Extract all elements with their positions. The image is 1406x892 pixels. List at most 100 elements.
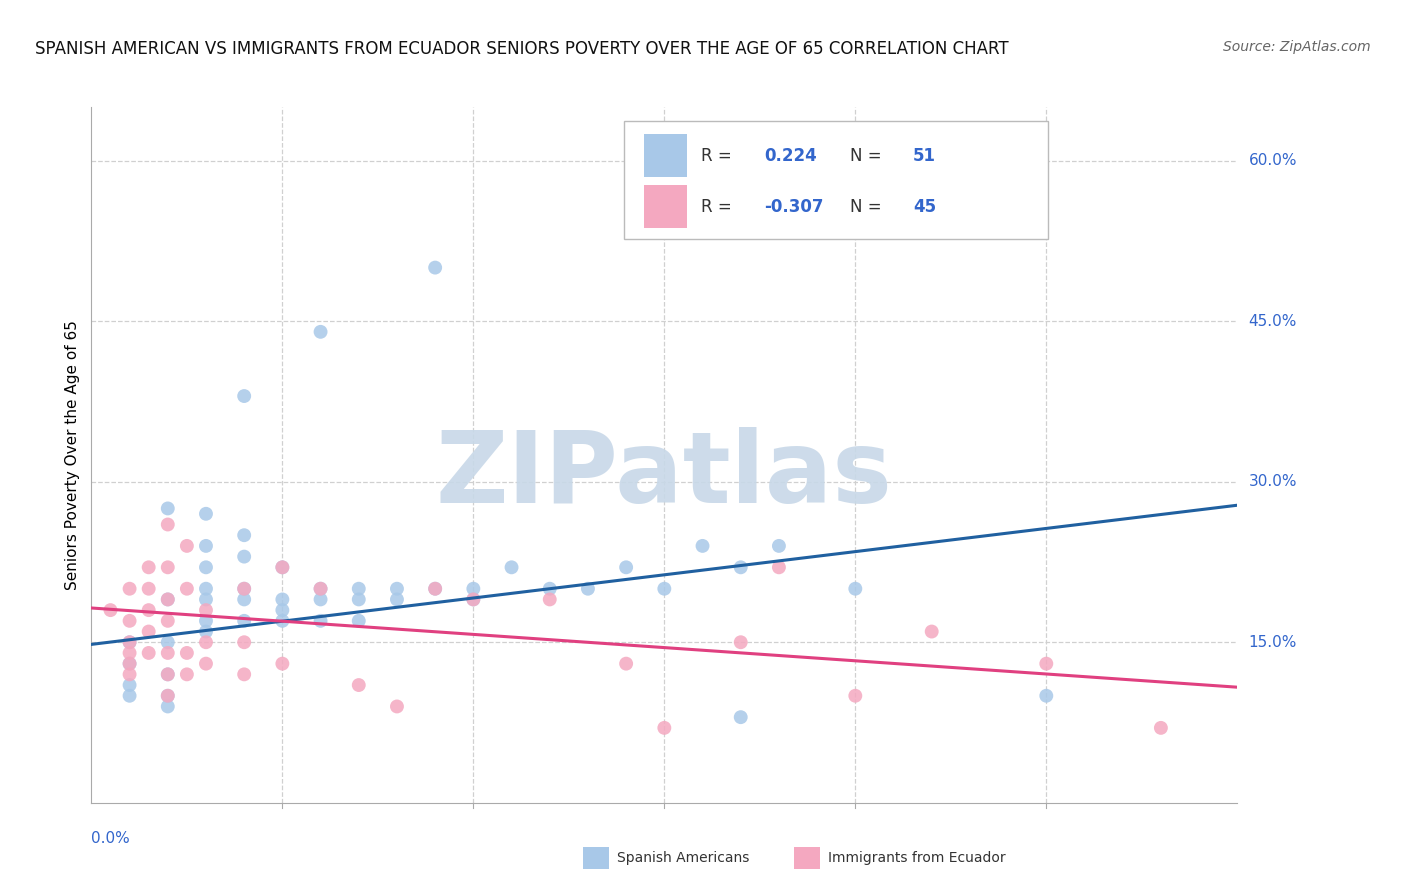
Text: Immigrants from Ecuador: Immigrants from Ecuador (828, 851, 1005, 865)
Point (921, 624, 943, 639)
Point (118, 635, 141, 649)
Point (233, 667, 256, 681)
Point (385, 699, 408, 714)
Bar (644, 185, 688, 228)
Point (423, 260, 446, 275)
Point (463, 582, 485, 596)
Text: 45.0%: 45.0% (1249, 314, 1296, 328)
Point (347, 592, 370, 607)
Point (118, 657, 141, 671)
Bar (644, 134, 688, 178)
Point (100, 603, 122, 617)
Point (156, 517, 179, 532)
Point (309, 592, 332, 607)
Point (156, 592, 179, 607)
Point (118, 667, 141, 681)
Point (730, 560, 752, 574)
Text: R =: R = (702, 147, 737, 165)
Point (194, 582, 217, 596)
Point (176, 667, 198, 681)
Point (768, 560, 790, 574)
Point (1150, 721, 1173, 735)
Point (118, 678, 141, 692)
Point (156, 646, 179, 660)
Point (347, 678, 370, 692)
Point (194, 614, 217, 628)
Text: 60.0%: 60.0% (1249, 153, 1296, 168)
Point (844, 582, 866, 596)
Text: R =: R = (702, 197, 737, 216)
Point (118, 657, 141, 671)
Point (730, 710, 752, 724)
Point (692, 539, 714, 553)
Y-axis label: Seniors Poverty Over the Age of 65: Seniors Poverty Over the Age of 65 (65, 320, 80, 590)
Point (271, 560, 294, 574)
Point (271, 657, 294, 671)
Point (138, 560, 160, 574)
Point (463, 592, 485, 607)
Point (1035, 689, 1057, 703)
Point (118, 582, 141, 596)
Point (194, 539, 217, 553)
Point (156, 699, 179, 714)
Point (194, 592, 217, 607)
Point (233, 582, 256, 596)
Point (233, 592, 256, 607)
Text: N =: N = (851, 197, 887, 216)
Text: 0.224: 0.224 (763, 147, 817, 165)
Point (347, 582, 370, 596)
Point (118, 646, 141, 660)
Text: SPANISH AMERICAN VS IMMIGRANTS FROM ECUADOR SENIORS POVERTY OVER THE AGE OF 65 C: SPANISH AMERICAN VS IMMIGRANTS FROM ECUA… (35, 40, 1008, 58)
Point (156, 501, 179, 516)
Point (176, 539, 198, 553)
Point (385, 582, 408, 596)
Point (138, 603, 160, 617)
Point (844, 689, 866, 703)
Text: Spanish Americans: Spanish Americans (617, 851, 749, 865)
Point (538, 582, 561, 596)
Point (309, 582, 332, 596)
Point (309, 325, 332, 339)
Text: Source: ZipAtlas.com: Source: ZipAtlas.com (1223, 40, 1371, 54)
Point (576, 582, 599, 596)
Point (194, 507, 217, 521)
Point (233, 549, 256, 564)
Point (233, 614, 256, 628)
Point (156, 614, 179, 628)
Point (194, 624, 217, 639)
Text: 30.0%: 30.0% (1249, 475, 1296, 489)
Point (156, 667, 179, 681)
Point (423, 582, 446, 596)
Point (156, 667, 179, 681)
Text: -0.307: -0.307 (763, 197, 824, 216)
Text: ZIPatlas: ZIPatlas (436, 427, 893, 524)
Point (652, 721, 675, 735)
Point (194, 635, 217, 649)
Point (768, 539, 790, 553)
Point (385, 592, 408, 607)
Point (194, 560, 217, 574)
Text: 0.0%: 0.0% (91, 830, 131, 846)
Point (652, 582, 675, 596)
FancyBboxPatch shape (624, 121, 1049, 239)
Point (538, 592, 561, 607)
Point (347, 614, 370, 628)
Point (118, 635, 141, 649)
Point (138, 646, 160, 660)
Point (176, 646, 198, 660)
Point (1035, 657, 1057, 671)
Point (233, 389, 256, 403)
Point (271, 603, 294, 617)
Point (309, 582, 332, 596)
Point (176, 582, 198, 596)
Point (501, 560, 523, 574)
Point (271, 560, 294, 574)
Point (309, 614, 332, 628)
Text: 51: 51 (912, 147, 936, 165)
Point (614, 657, 637, 671)
Point (156, 689, 179, 703)
Point (156, 592, 179, 607)
Point (138, 624, 160, 639)
Point (156, 560, 179, 574)
Text: N =: N = (851, 147, 887, 165)
